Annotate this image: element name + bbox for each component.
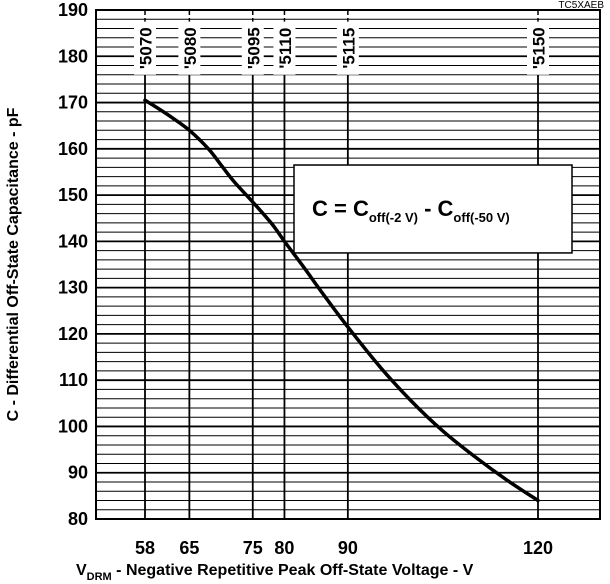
device-marker-box xyxy=(178,21,201,75)
y-tick-label: 80 xyxy=(68,509,88,529)
formula-part: - C xyxy=(418,196,454,221)
doc-id-label: TC5XAEB xyxy=(558,0,604,11)
formula-text: C = Coff(-2 V) - Coff(-50 V) xyxy=(312,196,510,225)
device-marker-label: '5115 xyxy=(339,28,358,69)
device-marker-box xyxy=(241,21,264,75)
device-marker-box xyxy=(527,21,549,75)
device-marker-label: '5095 xyxy=(244,27,263,69)
x-tick-label: 58 xyxy=(135,538,155,558)
device-marker-label: '5070 xyxy=(137,27,156,69)
y-tick-label: 190 xyxy=(58,0,88,20)
voltage-gridlines xyxy=(144,74,539,519)
x-tick-label: 75 xyxy=(243,538,263,558)
x-axis-title-subscript: DRM xyxy=(87,571,112,583)
y-tick-label: 100 xyxy=(58,416,88,436)
plot-area-border xyxy=(95,9,601,520)
y-tick-label: 90 xyxy=(68,463,88,483)
device-marker-box xyxy=(273,21,296,75)
device-marker-label: '5110 xyxy=(276,28,295,69)
axis-titles: VDRM - Negative Repetitive Peak Off-Stat… xyxy=(5,0,604,583)
formula-box: C = Coff(-2 V) - Coff(-50 V) xyxy=(293,164,573,254)
y-axis-title: C - Differential Off-State Capacitance -… xyxy=(5,107,22,421)
x-axis-title-rest: - Negative Repetitive Peak Off-State Vol… xyxy=(112,562,474,579)
x-tick-label: 90 xyxy=(338,538,358,558)
y-tick-label: 140 xyxy=(58,231,88,251)
y-tick-label: 160 xyxy=(58,139,88,159)
x-axis-ticks: 58 65 75 80 90 120 xyxy=(135,538,553,558)
device-marker-box xyxy=(336,21,359,75)
device-marker-label: '5080 xyxy=(181,27,200,69)
device-markers: '5070 '5080 '5095 '5110 '5115 '5150 xyxy=(134,11,549,75)
curve-group xyxy=(143,98,540,503)
y-axis-ticks: 80 90 100 110 120 130 140 150 160 170 180 190 xyxy=(58,0,88,529)
y-tick-label: 120 xyxy=(58,324,88,344)
device-marker-box xyxy=(134,21,156,75)
device-marker-label: '5150 xyxy=(530,27,549,69)
x-axis-title: VDRM - Negative Repetitive Peak Off-Stat… xyxy=(76,562,474,583)
capacitance-curve xyxy=(143,98,540,503)
y-tick-label: 110 xyxy=(59,370,88,390)
y-tick-label: 150 xyxy=(58,185,88,205)
x-tick-label: 80 xyxy=(274,538,294,558)
formula-box-frame xyxy=(293,164,573,254)
x-tick-label: 120 xyxy=(523,538,553,558)
formula-part: C = C xyxy=(312,196,369,221)
formula-subscript: off(-50 V) xyxy=(453,210,509,225)
formula-subscript: off(-2 V) xyxy=(369,210,418,225)
x-tick-label: 65 xyxy=(179,538,199,558)
y-tick-label: 180 xyxy=(58,46,88,66)
y-tick-label: 130 xyxy=(58,278,88,298)
x-axis-title-main: V xyxy=(76,562,87,579)
y-tick-label: 170 xyxy=(58,93,88,113)
